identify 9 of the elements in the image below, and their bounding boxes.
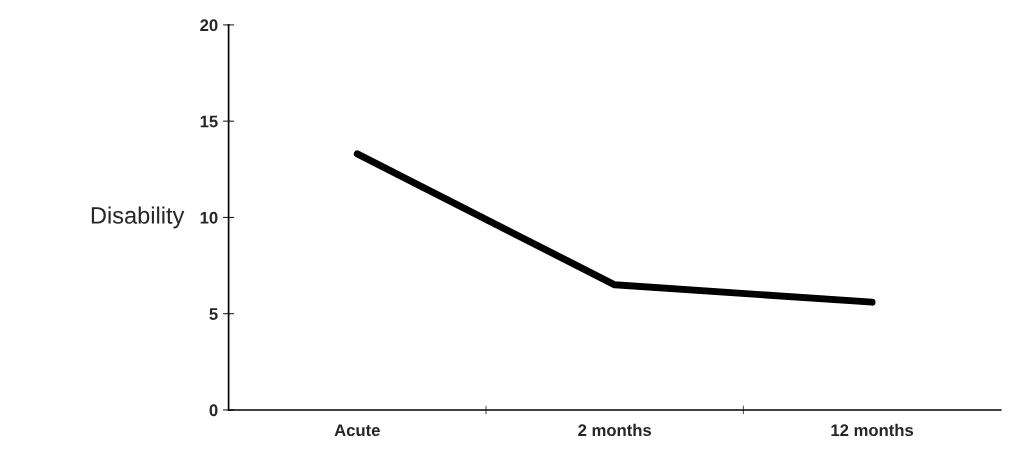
y-tick-label: 15 <box>200 115 218 128</box>
y-tick-label: 5 <box>209 308 218 320</box>
y-tick-label: 10 <box>200 211 218 224</box>
x-tick-label: Acute <box>334 424 380 437</box>
y-tick-label: 0 <box>209 404 218 417</box>
x-tick-label: 2 months <box>578 423 652 437</box>
x-tick-label: 12 months <box>831 423 914 437</box>
y-axis-title: Disability <box>91 206 185 229</box>
y-tick-label: 20 <box>200 19 218 32</box>
